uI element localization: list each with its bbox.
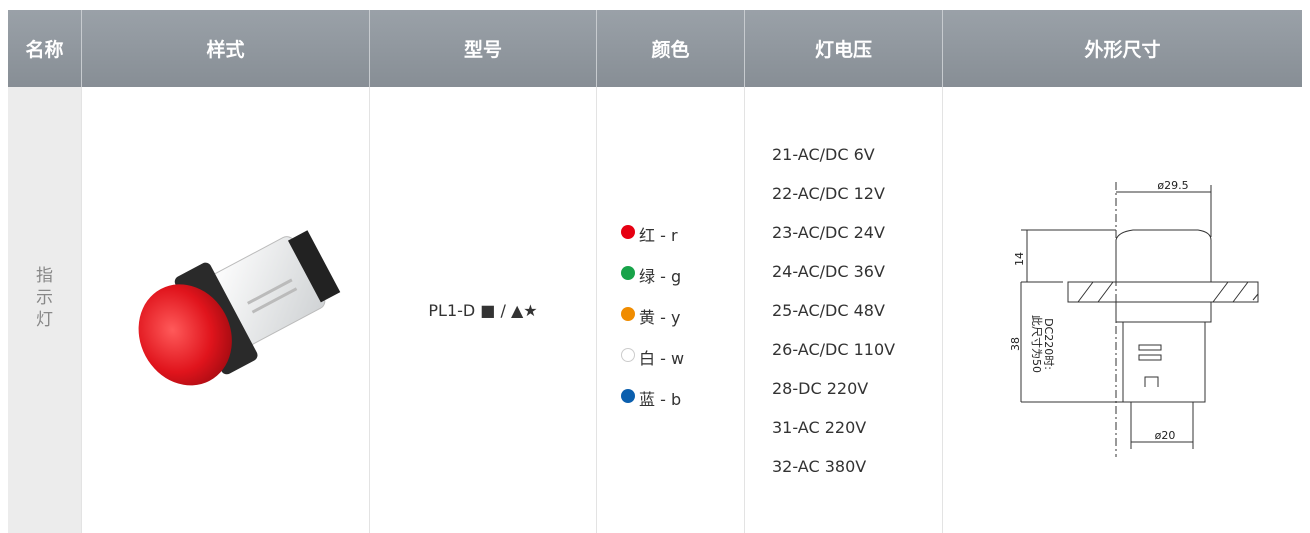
- color-label: 白 - w: [639, 349, 685, 368]
- header-cell: 名称: [8, 10, 82, 87]
- color-label: 黄 - y: [639, 308, 681, 327]
- product-image: [138, 230, 341, 386]
- drawing-cell: ø29.5 14 38 DC220时: 此尺寸为50 ø20: [943, 87, 1302, 533]
- voltage-item: 24-AC/DC 36V: [772, 262, 885, 281]
- dim-note: DC220时:: [1042, 318, 1055, 370]
- color-dot: [621, 266, 635, 280]
- header-cell: 样式: [82, 10, 370, 87]
- color-dot: [621, 225, 635, 239]
- color-dot: [621, 389, 635, 403]
- voltage-item: 23-AC/DC 24V: [772, 223, 885, 242]
- header-cell: 型号: [370, 10, 597, 87]
- color-label: 红 - r: [639, 226, 678, 245]
- name-cell: 指示灯: [8, 87, 82, 533]
- color-dot: [621, 348, 635, 362]
- product-name: 指示灯: [36, 266, 53, 330]
- voltage-item: 25-AC/DC 48V: [772, 301, 885, 320]
- model-cell: PL1-D ■ / ▲★: [370, 87, 597, 533]
- header-cell: 灯电压: [745, 10, 943, 87]
- voltage-item: 21-AC/DC 6V: [772, 145, 875, 164]
- color-dot: [621, 307, 635, 321]
- voltage-item: 31-AC 220V: [772, 418, 867, 437]
- style-cell: [82, 87, 370, 533]
- dimension-drawing: ø29.5 14 38 DC220时: 此尺寸为50 ø20: [1009, 179, 1259, 457]
- voltage-item: 22-AC/DC 12V: [772, 184, 885, 203]
- dim-label: 14: [1013, 252, 1026, 266]
- dim-label: 38: [1009, 337, 1022, 351]
- dim-note: 此尺寸为50: [1030, 315, 1044, 373]
- dim-label: ø20: [1155, 429, 1176, 442]
- voltage-item: 26-AC/DC 110V: [772, 340, 896, 359]
- header-cell: 外形尺寸: [943, 10, 1302, 87]
- color-label: 蓝 - b: [639, 390, 682, 409]
- header-cell: 颜色: [597, 10, 745, 87]
- voltage-item: 32-AC 380V: [772, 457, 867, 476]
- dim-label: ø29.5: [1157, 179, 1188, 192]
- model-text: PL1-D ■ / ▲★: [428, 301, 538, 320]
- voltage-item: 28-DC 220V: [772, 379, 869, 398]
- color-label: 绿 - g: [639, 267, 682, 286]
- color-cell: 红 - r 绿 - g 黄 - y 白 - w 蓝 - b: [597, 87, 745, 533]
- voltage-cell: 21-AC/DC 6V 22-AC/DC 12V 23-AC/DC 24V 24-AC…: [745, 87, 943, 533]
